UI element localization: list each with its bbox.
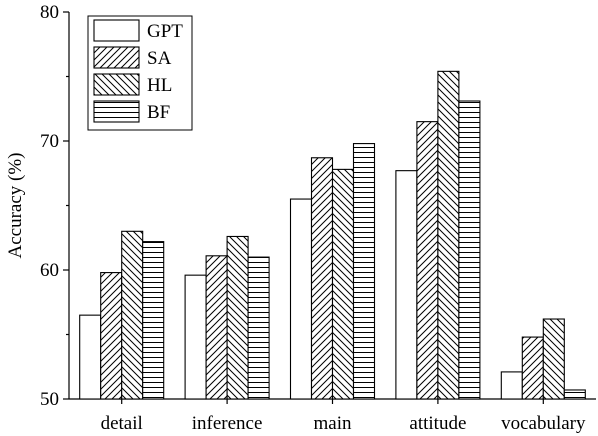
bar-bf-detail xyxy=(142,241,165,400)
legend-label-gpt: GPT xyxy=(147,21,183,42)
bar-bf-attitude xyxy=(458,100,481,400)
bar-sa-main xyxy=(310,157,334,400)
bar-hl-main xyxy=(331,168,355,400)
bar-bf-main xyxy=(352,143,376,400)
legend-swatch-gpt xyxy=(93,19,140,42)
bar-gpt-vocabulary xyxy=(500,371,523,400)
bar-hl-inference xyxy=(226,235,249,400)
bar-bf-inference xyxy=(247,256,270,400)
y-axis-title: Accuracy (%) xyxy=(5,152,26,258)
legend-label-sa: SA xyxy=(147,48,172,69)
bar-hl-vocabulary xyxy=(542,318,565,400)
bar-sa-inference xyxy=(205,255,228,400)
y-tick-label: 50 xyxy=(40,389,59,410)
x-tick-label-detail: detail xyxy=(101,413,143,434)
legend-swatch-sa xyxy=(93,46,140,69)
y-tick-label: 80 xyxy=(40,2,59,23)
bar-gpt-detail xyxy=(79,314,102,400)
bar-hl-detail xyxy=(121,230,144,400)
legend-swatch-bf xyxy=(93,100,140,123)
x-tick-label-attitude: attitude xyxy=(409,413,466,434)
y-tick-label: 60 xyxy=(40,260,59,281)
x-tick-label-main: main xyxy=(314,413,352,434)
legend: GPT SA HL BF xyxy=(87,15,193,131)
bar-bf-vocabulary xyxy=(563,389,586,400)
bar-sa-detail xyxy=(100,272,123,400)
x-tick-label-vocabulary: vocabulary xyxy=(501,413,586,434)
bar-sa-vocabulary xyxy=(521,336,544,400)
legend-swatch-hl xyxy=(93,73,140,96)
legend-label-hl: HL xyxy=(147,75,172,96)
legend-label-bf: BF xyxy=(147,102,170,123)
bar-gpt-inference xyxy=(184,274,207,400)
bar-gpt-main xyxy=(289,198,313,400)
bar-hl-attitude xyxy=(437,70,460,400)
y-tick-label: 70 xyxy=(40,131,59,152)
labels: 50 60 70 80 Accuracy (%) detail inference main a… xyxy=(5,2,586,434)
bars xyxy=(79,70,586,400)
bar-gpt-attitude xyxy=(395,170,418,400)
x-tick-label-inference: inference xyxy=(192,413,263,434)
bar-sa-attitude xyxy=(416,121,439,400)
